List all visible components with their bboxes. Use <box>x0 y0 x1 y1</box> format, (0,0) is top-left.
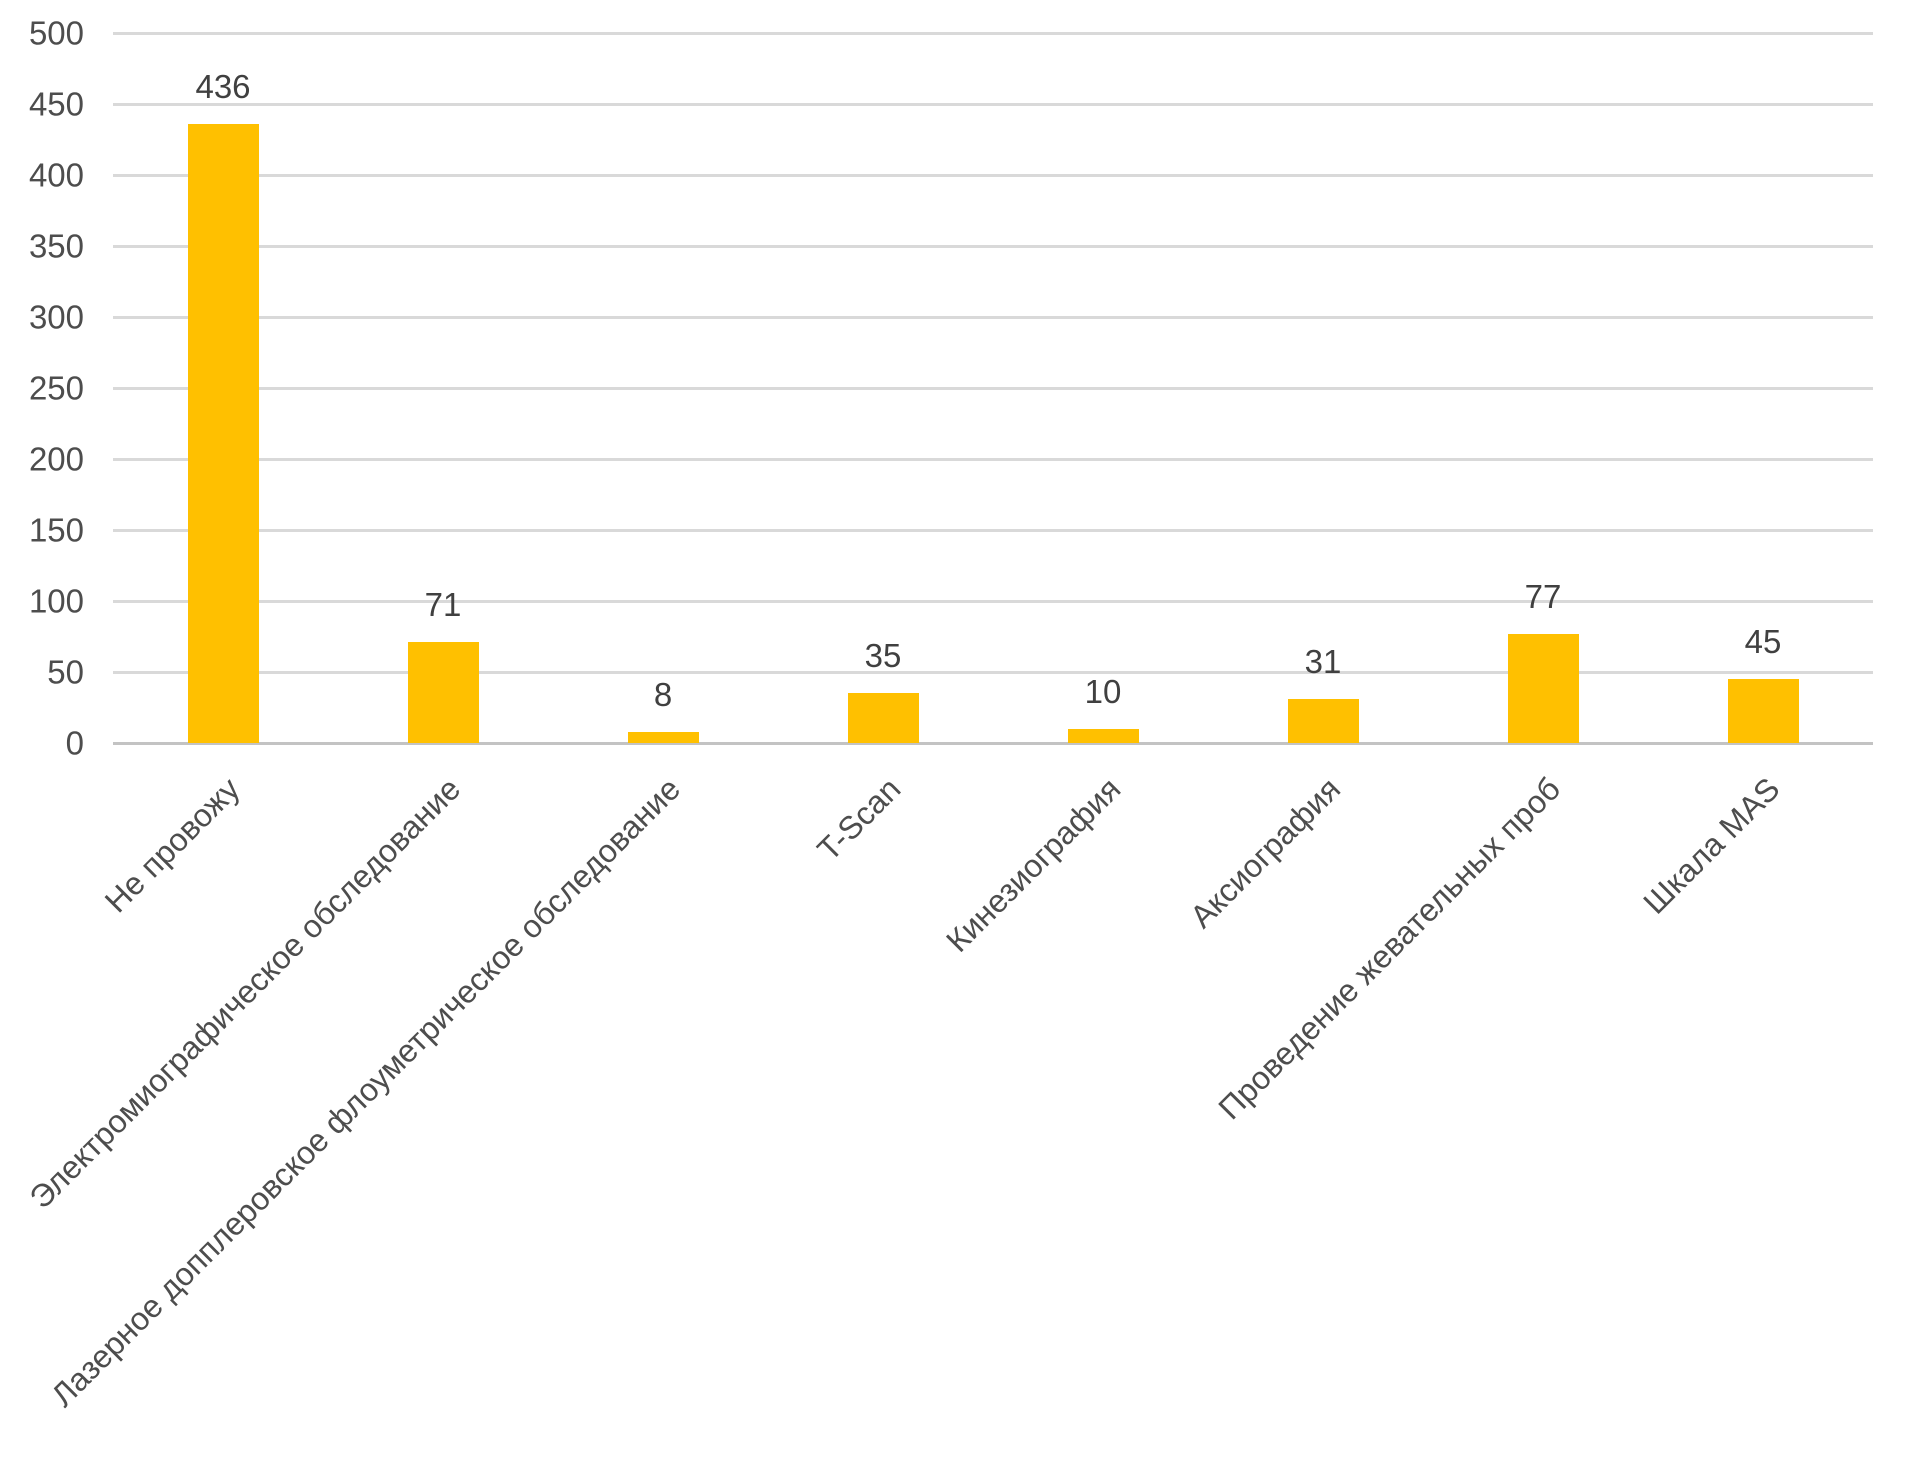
category-label: Не провожу <box>98 770 248 920</box>
y-gridline <box>113 387 1873 390</box>
category-label: T-Scan <box>809 770 908 868</box>
y-axis-tick-label: 500 <box>28 14 84 52</box>
y-axis-tick-label: 250 <box>28 369 84 407</box>
bar <box>407 642 479 743</box>
bar-value-label: 31 <box>1304 642 1342 680</box>
bar <box>627 731 699 743</box>
y-axis-tick-label: 300 <box>28 298 84 336</box>
category-label: Электромиографическое обследование <box>22 770 468 1216</box>
y-gridline <box>113 671 1873 674</box>
y-gridline <box>113 245 1873 248</box>
y-gridline <box>113 458 1873 461</box>
category-label: Аксиография <box>1182 770 1348 935</box>
y-axis-tick-label: 400 <box>28 156 84 194</box>
y-gridline <box>113 529 1873 532</box>
y-gridline <box>113 103 1873 106</box>
bar-value-label: 77 <box>1524 577 1562 615</box>
x-axis-line <box>113 742 1873 745</box>
bar <box>1727 679 1799 743</box>
bar-value-label: 45 <box>1744 623 1782 661</box>
y-axis-tick-label: 200 <box>28 440 84 478</box>
y-axis-tick-label: 50 <box>47 653 84 691</box>
y-axis-tick-label: 0 <box>65 724 84 762</box>
y-axis-tick-label: 100 <box>28 582 84 620</box>
bar-value-label: 35 <box>864 637 902 675</box>
bar <box>1067 728 1139 743</box>
y-axis-tick-label: 150 <box>28 511 84 549</box>
bar <box>847 693 919 743</box>
bar-value-label: 10 <box>1084 672 1122 710</box>
bar <box>187 123 259 743</box>
bar-value-label: 436 <box>195 67 251 105</box>
bar-value-label: 71 <box>424 586 462 624</box>
bar <box>1287 698 1359 743</box>
y-axis-tick-label: 450 <box>28 85 84 123</box>
y-gridline <box>113 32 1873 35</box>
y-gridline <box>113 174 1873 177</box>
bar-value-label: 8 <box>653 675 673 713</box>
category-label: Кинезиография <box>938 770 1128 959</box>
y-axis-tick-label: 350 <box>28 227 84 265</box>
y-gridline <box>113 316 1873 319</box>
bar <box>1507 633 1579 743</box>
y-gridline <box>113 600 1873 603</box>
category-label: Шкала MAS <box>1636 770 1788 921</box>
